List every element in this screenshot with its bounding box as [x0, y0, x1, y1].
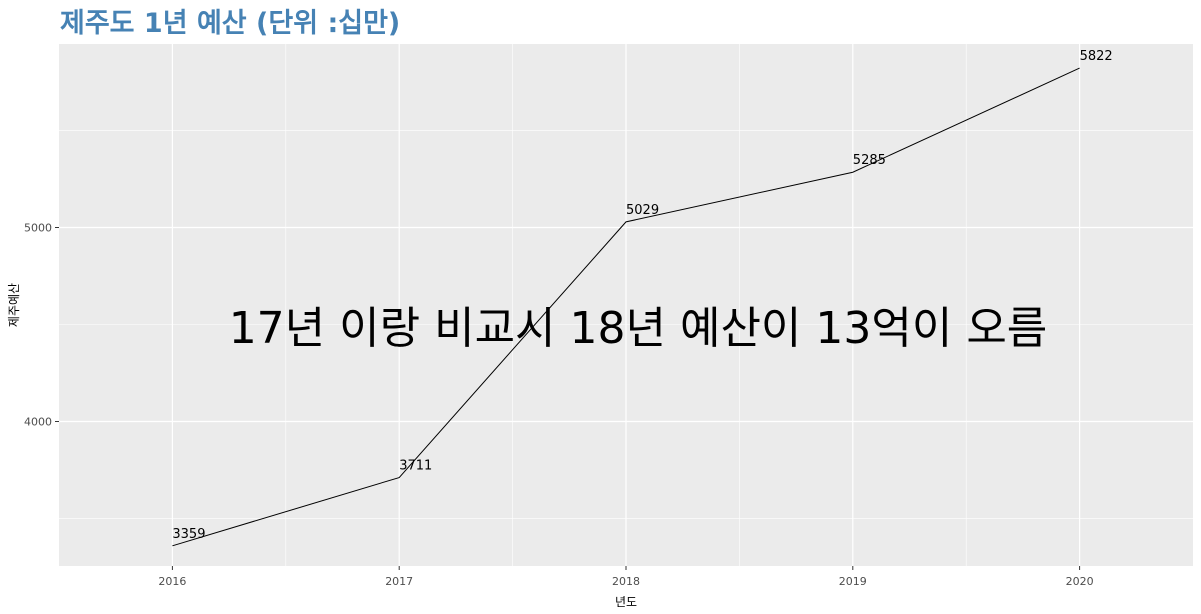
x-axis-ticks: 2016 2017 2018 2019 2020	[158, 566, 1094, 588]
y-tick-label: 4000	[24, 415, 52, 428]
x-tick-label: 2019	[839, 575, 867, 588]
x-axis-title: 년도	[615, 595, 637, 609]
grid-major	[59, 44, 1193, 566]
data-label: 5285	[853, 153, 886, 168]
y-axis-title: 제주예산	[7, 283, 21, 327]
x-tick-label: 2020	[1066, 575, 1094, 588]
x-tick-label: 2016	[158, 575, 186, 588]
data-label: 3711	[399, 459, 432, 474]
chart-annotation: 17년 이랑 비교시 18년 예산이 13억이 오름	[229, 303, 1048, 354]
data-label: 5822	[1080, 49, 1113, 64]
chart-title: 제주도 1년 예산 (단위 :십만)	[60, 8, 401, 39]
data-label: 5029	[626, 203, 659, 218]
series-line	[172, 67, 1080, 547]
y-tick-label: 5000	[24, 222, 52, 235]
x-tick-label: 2018	[612, 575, 640, 588]
x-tick-label: 2017	[385, 575, 413, 588]
y-axis-ticks: 4000 5000	[24, 222, 59, 428]
data-label: 3359	[172, 527, 205, 542]
data-labels: 3359 3711 5029 5285 5822	[172, 49, 1112, 542]
